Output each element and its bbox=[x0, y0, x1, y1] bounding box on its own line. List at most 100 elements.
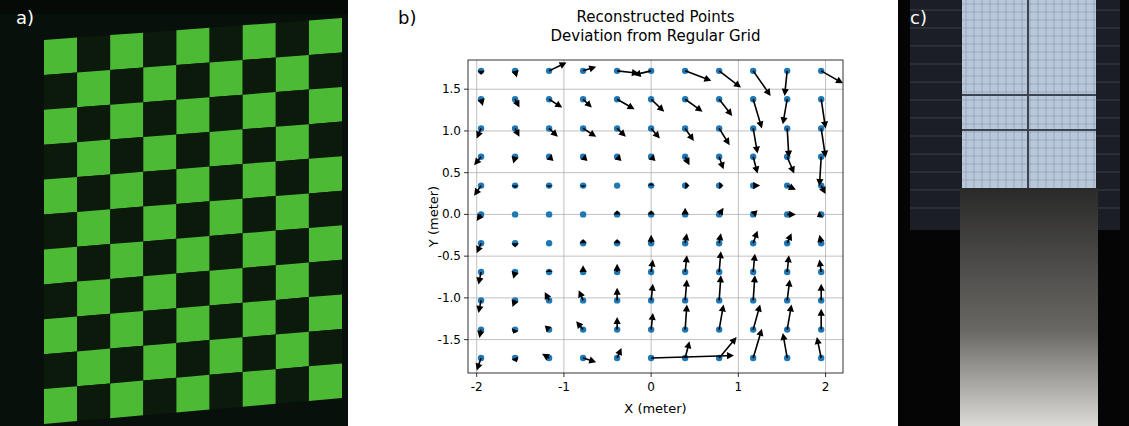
wall-grid bbox=[910, 100, 968, 101]
deviation-arrow bbox=[818, 309, 825, 330]
deviation-arrow bbox=[511, 243, 518, 247]
deviation-arrow bbox=[549, 128, 558, 137]
grid-line bbox=[468, 172, 843, 173]
wall-grid bbox=[1094, 64, 1120, 65]
deviation-arrow bbox=[817, 235, 824, 244]
photo-background bbox=[0, 0, 348, 426]
x-axis-title: X (meter) bbox=[624, 401, 686, 416]
deviation-arrow bbox=[751, 275, 758, 300]
deviation-arrow bbox=[719, 182, 723, 189]
deviation-arrow bbox=[785, 280, 792, 301]
checker-square bbox=[77, 140, 110, 177]
checker-square bbox=[110, 137, 143, 174]
deviation-arrow bbox=[512, 70, 519, 78]
grid-line bbox=[825, 60, 826, 373]
checker-square bbox=[143, 65, 176, 102]
checker-square bbox=[309, 225, 342, 262]
deviation-arrow bbox=[549, 99, 563, 108]
ceiling bbox=[0, 0, 348, 14]
checker-square bbox=[276, 263, 309, 300]
checker-square bbox=[243, 369, 276, 407]
deviation-arrow bbox=[512, 299, 519, 307]
checker-square bbox=[143, 378, 176, 416]
grid-point bbox=[512, 326, 518, 332]
checker-square bbox=[176, 63, 209, 100]
grid-line bbox=[738, 60, 739, 373]
deviation-arrow bbox=[683, 280, 690, 301]
deviation-arrow bbox=[717, 275, 724, 300]
checker-square bbox=[210, 25, 243, 62]
checker-square bbox=[77, 35, 110, 72]
checker-square bbox=[143, 239, 176, 277]
checker-square bbox=[44, 351, 77, 389]
checker-square bbox=[110, 102, 143, 139]
deviation-arrow bbox=[583, 211, 584, 218]
lit-window bbox=[962, 0, 1096, 188]
deviation-arrow bbox=[478, 98, 485, 106]
plot-frame bbox=[468, 60, 843, 373]
checker-square bbox=[309, 294, 342, 331]
deviation-arrow bbox=[546, 270, 553, 273]
deviation-arrow bbox=[648, 259, 655, 272]
tick-label: 0.5 bbox=[442, 166, 461, 180]
checker-square bbox=[77, 314, 110, 352]
wall-grid bbox=[910, 64, 968, 65]
checker-square bbox=[243, 58, 276, 95]
checker-square bbox=[143, 204, 176, 241]
deviation-arrow bbox=[476, 128, 483, 138]
deviation-arrow bbox=[477, 71, 484, 75]
checker-square bbox=[77, 349, 110, 387]
deviation-arrow bbox=[581, 154, 588, 161]
checker-square bbox=[110, 381, 143, 419]
wall-grid bbox=[910, 208, 968, 209]
deviation-arrow bbox=[617, 128, 626, 137]
grid-point bbox=[546, 269, 552, 275]
deviation-arrow bbox=[580, 265, 587, 272]
checker-square bbox=[176, 132, 209, 169]
deviation-arrow bbox=[578, 290, 585, 300]
deviation-arrow bbox=[751, 254, 758, 272]
wall-grid bbox=[910, 154, 968, 155]
checker-square bbox=[143, 169, 176, 206]
corridor bbox=[960, 188, 1098, 426]
deviation-arrow bbox=[546, 186, 553, 188]
deviation-arrow bbox=[685, 70, 711, 82]
grid-point bbox=[512, 182, 518, 188]
deviation-arrow bbox=[718, 157, 725, 170]
checker-square bbox=[110, 33, 143, 70]
deviation-arrow bbox=[683, 305, 690, 330]
deviation-arrow bbox=[786, 305, 793, 330]
checker-square bbox=[77, 279, 110, 317]
deviation-arrow bbox=[512, 156, 519, 164]
deviation-arrow bbox=[718, 128, 729, 145]
grid-line bbox=[476, 60, 477, 373]
checker-square bbox=[176, 28, 209, 65]
tick-mark bbox=[563, 373, 564, 377]
tick-label: -0.5 bbox=[438, 249, 461, 263]
tick-mark bbox=[825, 373, 826, 377]
grid-point bbox=[512, 240, 518, 246]
checker-square bbox=[143, 135, 176, 172]
deviation-arrow bbox=[474, 156, 482, 165]
deviation-arrow bbox=[718, 305, 726, 330]
deviation-arrow bbox=[786, 157, 794, 174]
deviation-arrow bbox=[651, 128, 660, 139]
checker-square bbox=[110, 276, 143, 314]
tick-label: 1 bbox=[735, 380, 743, 394]
deviation-arrow bbox=[752, 128, 759, 153]
checker-square bbox=[276, 297, 309, 334]
chart-b: -2-1012-1.5-1.0-0.50.00.51.01.5Reconstru… bbox=[398, 7, 843, 416]
photo-a bbox=[0, 0, 348, 426]
wall-grid bbox=[910, 118, 968, 119]
deviation-arrow bbox=[649, 313, 656, 330]
deviation-arrow bbox=[753, 182, 760, 189]
deviation-arrow bbox=[682, 233, 689, 243]
deviation-arrow bbox=[785, 255, 792, 272]
deviation-arrow bbox=[549, 211, 550, 218]
checker-square bbox=[210, 164, 243, 201]
checker-square bbox=[176, 201, 209, 238]
checker-square bbox=[77, 383, 110, 421]
deviation-arrow bbox=[717, 251, 724, 272]
grid-point bbox=[512, 211, 518, 217]
chart-subtitle: Deviation from Regular Grid bbox=[551, 27, 761, 45]
